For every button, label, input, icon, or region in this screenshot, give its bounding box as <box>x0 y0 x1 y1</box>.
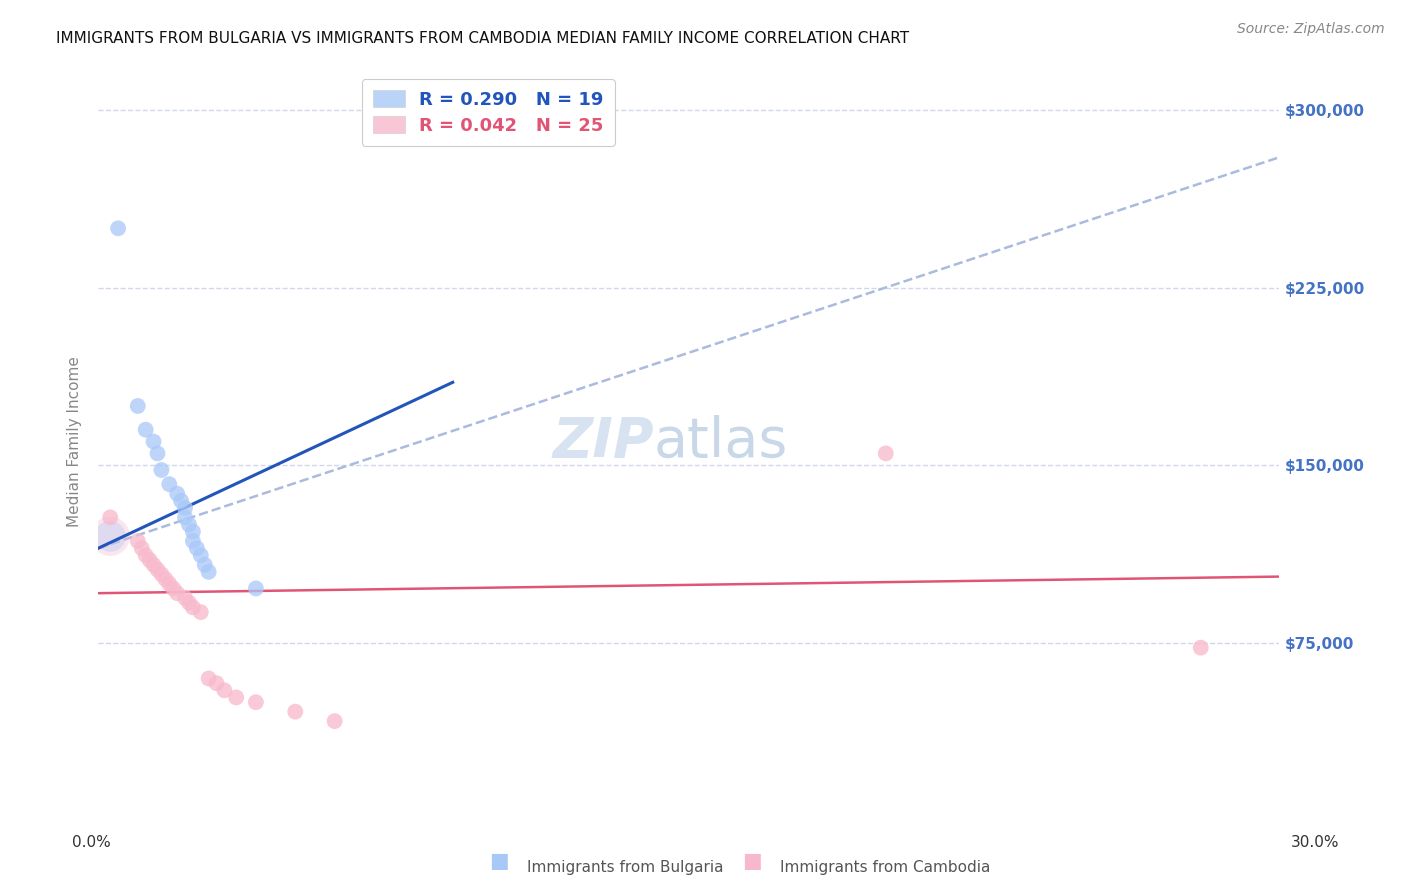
Point <box>127 399 149 413</box>
Point <box>174 510 197 524</box>
Point <box>146 562 169 576</box>
Point <box>107 221 129 235</box>
Point <box>146 446 169 460</box>
Text: ZIP: ZIP <box>553 415 654 468</box>
Point <box>166 486 188 500</box>
Point <box>142 434 165 449</box>
Text: Immigrants from Bulgaria: Immigrants from Bulgaria <box>527 860 724 874</box>
Point <box>174 591 197 605</box>
Point <box>214 683 236 698</box>
Point <box>194 558 217 572</box>
Point <box>127 534 149 549</box>
Legend: R = 0.290   N = 19, R = 0.042   N = 25: R = 0.290 N = 19, R = 0.042 N = 25 <box>361 79 614 145</box>
Point <box>284 705 307 719</box>
Text: Source: ZipAtlas.com: Source: ZipAtlas.com <box>1237 22 1385 37</box>
Point <box>174 500 197 515</box>
Point <box>138 553 160 567</box>
Y-axis label: Median Family Income: Median Family Income <box>67 356 83 527</box>
Point <box>166 586 188 600</box>
Text: atlas: atlas <box>654 415 787 468</box>
Point <box>135 548 157 563</box>
Point <box>155 572 177 586</box>
Point <box>323 714 346 728</box>
Point <box>245 582 267 596</box>
Text: 0.0%: 0.0% <box>72 836 111 850</box>
Point <box>142 558 165 572</box>
Point <box>98 510 121 524</box>
Point <box>177 517 200 532</box>
Point <box>875 446 897 460</box>
Text: IMMIGRANTS FROM BULGARIA VS IMMIGRANTS FROM CAMBODIA MEDIAN FAMILY INCOME CORREL: IMMIGRANTS FROM BULGARIA VS IMMIGRANTS F… <box>56 31 910 46</box>
Point <box>131 541 153 556</box>
Text: Immigrants from Cambodia: Immigrants from Cambodia <box>780 860 991 874</box>
Text: 30.0%: 30.0% <box>1291 836 1339 850</box>
Point <box>190 548 212 563</box>
Point <box>150 567 173 582</box>
Point <box>197 565 219 579</box>
Text: ■: ■ <box>489 851 509 871</box>
Point <box>245 695 267 709</box>
Point <box>181 524 204 539</box>
Point <box>170 493 193 508</box>
Point <box>205 676 228 690</box>
Point <box>162 582 184 596</box>
Point <box>181 600 204 615</box>
Point <box>150 463 173 477</box>
Point <box>225 690 247 705</box>
Point <box>157 576 180 591</box>
Point <box>98 529 121 543</box>
Point <box>190 605 212 619</box>
Text: ■: ■ <box>742 851 762 871</box>
Point <box>197 672 219 686</box>
Point <box>186 541 208 556</box>
Point <box>1189 640 1212 655</box>
Point <box>181 534 204 549</box>
Point <box>177 596 200 610</box>
Point <box>157 477 180 491</box>
Point <box>98 529 121 543</box>
Point <box>135 423 157 437</box>
